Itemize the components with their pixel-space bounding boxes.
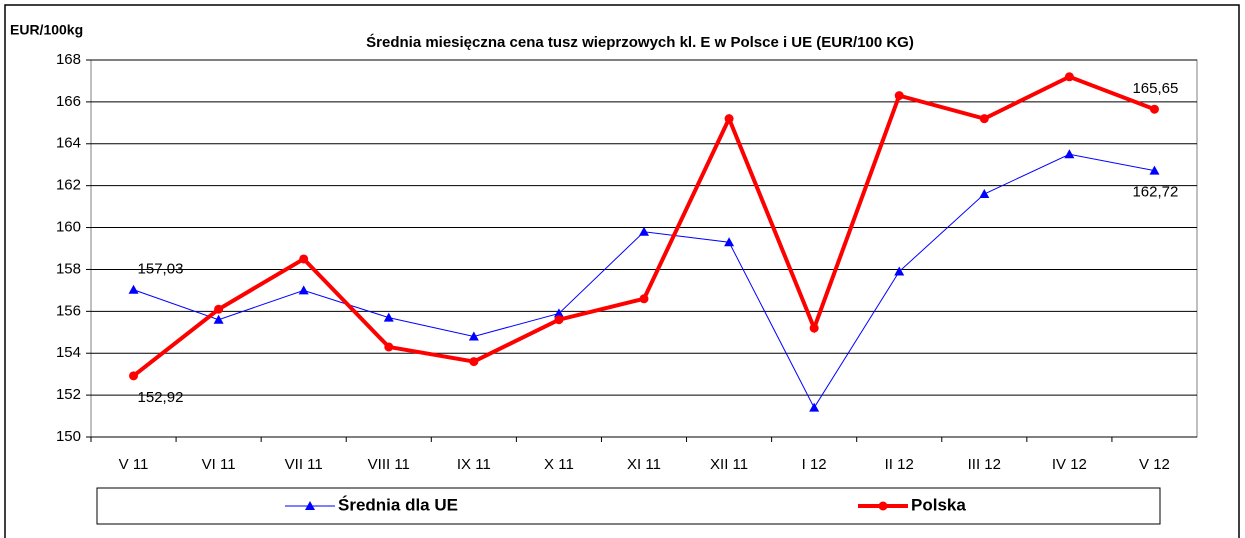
point — [809, 323, 819, 333]
y-tick-label: 150 — [56, 428, 81, 445]
x-tick-label: IV 12 — [1052, 456, 1087, 473]
x-tick-label: III 12 — [968, 456, 1001, 473]
point — [383, 312, 394, 322]
point — [469, 357, 479, 367]
y-tick-label: 156 — [56, 302, 81, 319]
point — [299, 254, 309, 264]
data-label: 165,65 — [1132, 80, 1178, 97]
point — [384, 342, 394, 352]
y-axis-label: EUR/100kg — [10, 22, 83, 38]
y-tick-label: 158 — [56, 260, 81, 277]
point — [128, 284, 139, 294]
point — [724, 114, 734, 124]
x-tick-label: XI 11 — [627, 456, 661, 473]
plot-area — [90, 59, 1198, 438]
x-tick-label: XII 11 — [710, 456, 748, 473]
y-tick-label: 166 — [56, 93, 81, 110]
point — [979, 114, 989, 124]
y-tick-label: 152 — [56, 386, 81, 403]
x-tick-label: VI 11 — [202, 456, 236, 473]
point — [213, 314, 224, 324]
point — [1064, 149, 1075, 159]
x-tick-label: I 12 — [802, 456, 827, 473]
x-tick-label: VII 11 — [285, 456, 323, 473]
data-label: 162,72 — [1132, 184, 1178, 201]
y-tick-label: 154 — [56, 344, 81, 361]
point — [809, 402, 820, 412]
data-label: 152,92 — [138, 389, 184, 406]
data-label: 157,03 — [138, 261, 184, 278]
point — [1064, 72, 1074, 82]
y-tick-label: 162 — [56, 177, 81, 194]
point — [554, 315, 564, 325]
x-tick-label: II 12 — [885, 456, 914, 473]
point — [468, 331, 479, 341]
y-tick-label: 160 — [56, 219, 81, 236]
y-tick-label: 168 — [56, 51, 81, 68]
point — [1149, 165, 1160, 175]
point — [1149, 104, 1159, 114]
point — [894, 91, 904, 101]
x-tick-label: V 12 — [1139, 456, 1170, 473]
legend-marker — [878, 501, 888, 511]
series-line — [132, 74, 1156, 378]
legend-box — [96, 487, 1161, 525]
x-tick-label: V 11 — [119, 456, 149, 473]
legend-label: Średnia dla UE — [338, 495, 458, 514]
point — [894, 266, 905, 276]
point — [979, 189, 990, 199]
point — [639, 294, 649, 304]
chart-title: Średnia miesięczna cena tusz wieprzowych… — [366, 33, 914, 51]
point — [129, 371, 139, 381]
x-tick-label: IX 11 — [457, 456, 491, 473]
legend-marker — [305, 501, 315, 510]
point — [639, 226, 649, 236]
x-tick-label: X 11 — [544, 456, 574, 473]
legend-label: Polska — [911, 495, 966, 514]
series-line — [133, 153, 1155, 409]
point — [724, 237, 735, 247]
chart-frame — [4, 4, 1240, 538]
point — [214, 304, 224, 314]
y-tick-label: 164 — [56, 135, 81, 152]
point — [553, 308, 564, 318]
x-tick-label: VIII 11 — [368, 456, 410, 473]
point — [298, 285, 309, 295]
